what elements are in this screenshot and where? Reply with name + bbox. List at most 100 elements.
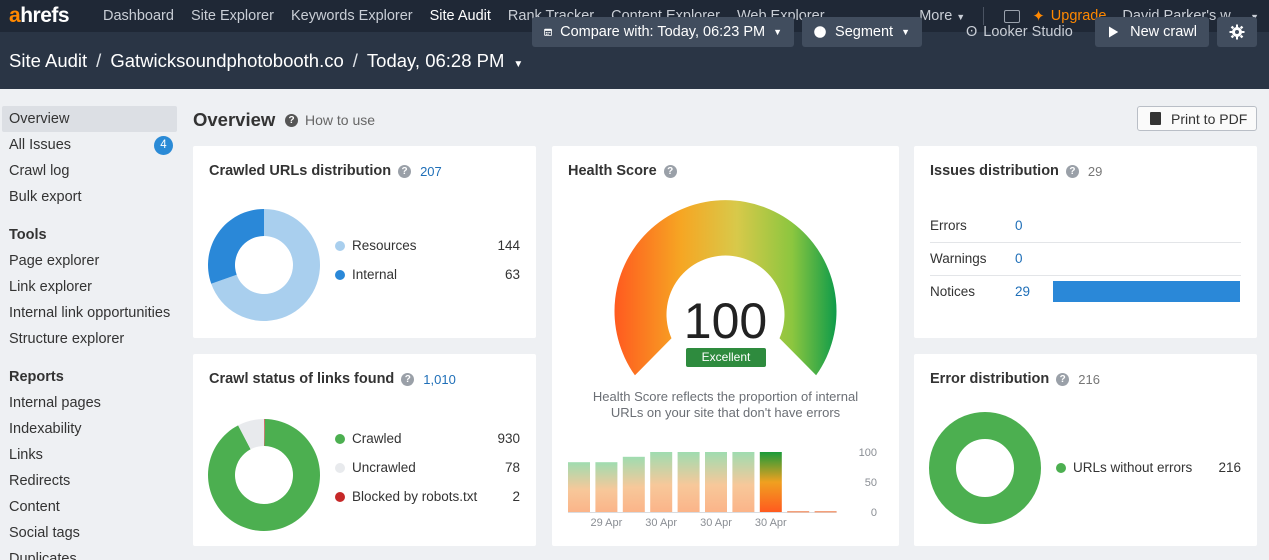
nav-site-explorer[interactable]: Site Explorer (190, 8, 274, 24)
legend-urls-without-errors[interactable]: URLs without errors (1056, 460, 1192, 475)
compare-label: Compare with: Today, 06:23 PM (560, 24, 766, 40)
sidebar-item-duplicates[interactable]: Duplicates (9, 551, 77, 560)
help-icon[interactable]: ? (1065, 164, 1079, 178)
chevron-down-icon: ▼ (901, 27, 910, 37)
card-title: Error distribution? 216 (930, 371, 1100, 387)
legend-value: 78 (504, 460, 520, 475)
how-to-use-label: How to use (305, 112, 376, 128)
health-score-description: Health Score reflects the proportion of … (552, 389, 899, 421)
history-bar[interactable] (732, 452, 755, 512)
history-bar[interactable] (759, 452, 782, 512)
donut-segment-uncrawled[interactable] (238, 419, 265, 450)
compare-dropdown[interactable]: Compare with: Today, 06:23 PM ▼ (532, 17, 794, 47)
legend-resources[interactable]: Resources (335, 238, 417, 253)
history-bar[interactable] (814, 511, 837, 513)
breadcrumb-project[interactable]: Gatwicksoundphotobooth.co (110, 49, 344, 71)
top-nav: ahrefs Dashboard Site Explorer Keywords … (0, 0, 1269, 32)
crawled-urls-card: Crawled URLs distribution? 207 Resources … (193, 146, 536, 338)
history-bar[interactable] (677, 452, 700, 512)
legend-dot (1056, 462, 1066, 473)
sidebar-item-internal-link-opportunities[interactable]: Internal link opportunities (9, 305, 171, 321)
help-icon[interactable]: ? (398, 164, 412, 178)
sidebar-item-links[interactable]: Links (9, 447, 43, 463)
history-bar[interactable] (568, 462, 590, 512)
legend-internal[interactable]: Internal (335, 267, 397, 282)
how-to-use-link[interactable]: ? How to use (285, 112, 375, 128)
donut-segment-urls-without-errors[interactable] (929, 412, 1041, 524)
crawl-date: Today, 06:28 PM (366, 49, 505, 71)
legend-dot (335, 433, 345, 444)
card-title: Crawl status of links found? 1,010 (209, 371, 456, 387)
health-rating-badge: Excellent (686, 348, 766, 367)
issue-value[interactable]: 0 (1015, 251, 1023, 266)
legend-label: Crawled (352, 431, 402, 446)
sidebar-item-social-tags[interactable]: Social tags (9, 525, 80, 541)
history-bar[interactable] (787, 511, 810, 513)
donut-segment-blocked-by-robots-txt[interactable] (264, 419, 265, 447)
help-icon[interactable]: ? (663, 164, 677, 178)
sidebar-item-page-explorer[interactable]: Page explorer (9, 253, 100, 269)
issue-row-warnings[interactable]: Warnings 0 (930, 242, 1241, 275)
issue-row-errors[interactable]: Errors 0 (930, 209, 1241, 242)
legend-blocked[interactable]: Blocked by robots.txt (335, 489, 477, 504)
nav-keywords-explorer[interactable]: Keywords Explorer (290, 8, 413, 24)
sidebar-item-structure-explorer[interactable]: Structure explorer (9, 331, 125, 347)
breadcrumb-separator: / (352, 49, 358, 71)
sparkle-icon: ✦ (1032, 8, 1045, 25)
looker-label: Looker Studio (983, 24, 1073, 40)
sidebar-item-crawl-log[interactable]: Crawl log (9, 163, 70, 179)
sidebar-item-indexability[interactable]: Indexability (9, 421, 82, 437)
ahrefs-logo[interactable]: ahrefs (9, 4, 70, 27)
sidebar-item-link-explorer[interactable]: Link explorer (9, 279, 93, 295)
donut-segment-internal[interactable] (208, 209, 264, 284)
print-to-pdf-button[interactable]: Print to PDF (1137, 106, 1257, 131)
history-bar[interactable] (622, 456, 645, 512)
nav-dashboard[interactable]: Dashboard (103, 8, 174, 24)
crawl-status-total[interactable]: 1,010 (423, 371, 456, 387)
issue-value[interactable]: 29 (1015, 284, 1031, 299)
settings-button[interactable] (1217, 17, 1257, 47)
crawl-selector[interactable]: Today, 06:28 PM ▼ (367, 50, 523, 72)
donut-segment-crawled[interactable] (208, 419, 320, 531)
sidebar-item-overview[interactable]: Overview (9, 111, 70, 127)
help-icon: ? (285, 113, 298, 127)
issue-row-notices[interactable]: Notices 29 (930, 275, 1241, 308)
upgrade-link[interactable]: ✦ Upgrade (1032, 7, 1106, 25)
crawl-status-title: Crawl status of links found (209, 371, 395, 387)
crawled-urls-total[interactable]: 207 (420, 163, 442, 179)
y-tick-label: 0 (871, 507, 877, 519)
history-bar[interactable] (705, 452, 727, 512)
card-title: Crawled URLs distribution? 207 (209, 163, 442, 179)
history-bar[interactable] (650, 452, 673, 512)
nav-site-audit[interactable]: Site Audit (429, 8, 491, 24)
notices-bar[interactable] (1053, 281, 1240, 302)
legend-label: URLs without errors (1073, 460, 1193, 475)
monitor-icon[interactable] (1004, 9, 1021, 23)
sidebar-item-redirects[interactable]: Redirects (9, 473, 71, 489)
x-tick-label: 29 Apr (590, 517, 622, 529)
chevron-down-icon: ▼ (773, 27, 782, 37)
help-icon[interactable]: ? (1056, 372, 1070, 386)
sidebar-item-internal-pages[interactable]: Internal pages (9, 395, 101, 411)
issue-value[interactable]: 0 (1015, 218, 1023, 233)
donut-segment-resources[interactable] (211, 209, 320, 321)
legend-uncrawled[interactable]: Uncrawled (335, 460, 416, 475)
looker-studio-link[interactable]: ʘ Looker Studio (966, 24, 1073, 40)
legend-crawled[interactable]: Crawled (335, 431, 402, 446)
legend-dot (335, 240, 345, 251)
segment-dropdown[interactable]: Segment ▼ (802, 17, 922, 47)
help-icon[interactable]: ? (401, 372, 415, 386)
breadcrumb-section[interactable]: Site Audit (9, 49, 88, 71)
issue-label: Notices (930, 284, 976, 299)
sidebar-item-all-issues[interactable]: All Issues (9, 137, 72, 153)
sidebar-item-content[interactable]: Content (9, 499, 60, 515)
breadcrumb: Site Audit / Gatwicksoundphotobooth.co /… (9, 50, 523, 72)
sidebar-item-bulk-export[interactable]: Bulk export (9, 189, 82, 205)
new-crawl-label: New crawl (1130, 24, 1197, 40)
new-crawl-button[interactable]: New crawl (1095, 17, 1209, 47)
row-divider (930, 242, 1241, 243)
history-bar[interactable] (595, 462, 618, 512)
sidebar-active-highlight (2, 106, 177, 132)
nav-more-label: More (919, 8, 953, 24)
nav-more-menu[interactable]: More ▼ (919, 8, 965, 24)
